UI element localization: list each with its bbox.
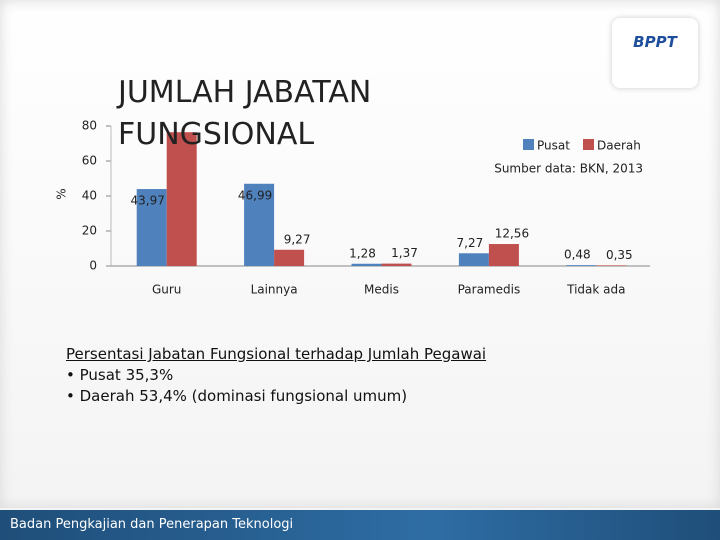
legend-swatch bbox=[523, 139, 534, 150]
value-label: 9,27 bbox=[284, 232, 311, 246]
legend-label: Pusat bbox=[537, 139, 570, 153]
bar bbox=[351, 263, 382, 266]
value-label: 12,56 bbox=[495, 227, 529, 241]
y-tick-label: 80 bbox=[82, 119, 97, 133]
x-tick-label: Tidak ada bbox=[566, 283, 625, 297]
y-tick-label: 20 bbox=[82, 224, 97, 238]
bar bbox=[136, 189, 167, 266]
x-tick-label: Paramedis bbox=[458, 283, 521, 297]
value-label: 43,97 bbox=[131, 194, 165, 208]
value-label: 0,35 bbox=[606, 248, 633, 262]
y-tick-label: 40 bbox=[82, 189, 97, 203]
logo: BPPT bbox=[612, 18, 698, 88]
y-axis-label: % bbox=[55, 188, 69, 199]
legend-label: Daerah bbox=[597, 139, 641, 153]
legend-swatch bbox=[583, 139, 594, 150]
bullet-text: Daerah 53,4% (dominasi fungsional umum) bbox=[79, 387, 408, 405]
value-label: 7,27 bbox=[457, 236, 484, 250]
bar bbox=[244, 183, 275, 266]
bar bbox=[381, 263, 412, 266]
x-tick-label: Guru bbox=[152, 283, 181, 297]
source: Sumber data: BKN, 2013 bbox=[494, 162, 643, 176]
value-label: 0,48 bbox=[564, 248, 591, 262]
x-tick-label: Lainnya bbox=[251, 283, 298, 297]
bullet: • Pusat 35,3% bbox=[66, 366, 174, 384]
footer: Badan Pengkajian dan Penerapan Teknologi bbox=[0, 510, 720, 540]
bullet: • Daerah 53,4% (dominasi fungsional umum… bbox=[66, 387, 408, 405]
bar bbox=[596, 265, 627, 266]
notes: Persentasi Jabatan Fungsional terhadap J… bbox=[66, 344, 486, 407]
bar bbox=[488, 244, 519, 266]
bullet-text: Pusat 35,3% bbox=[79, 366, 174, 384]
x-tick-label: Medis bbox=[364, 283, 399, 297]
bar bbox=[274, 249, 305, 266]
value-label: 46,99 bbox=[238, 188, 272, 202]
value-label: 1,28 bbox=[349, 246, 376, 260]
value-label: 1,37 bbox=[391, 246, 418, 260]
chart-title: JUMLAH JABATAN FUNGSIONAL bbox=[118, 75, 372, 152]
bar bbox=[458, 253, 489, 266]
y-tick-label: 0 bbox=[89, 259, 97, 273]
y-tick-label: 60 bbox=[82, 154, 97, 168]
bar bbox=[166, 132, 197, 266]
bar bbox=[566, 265, 597, 266]
notes-heading: Persentasi Jabatan Fungsional terhadap J… bbox=[66, 345, 487, 363]
